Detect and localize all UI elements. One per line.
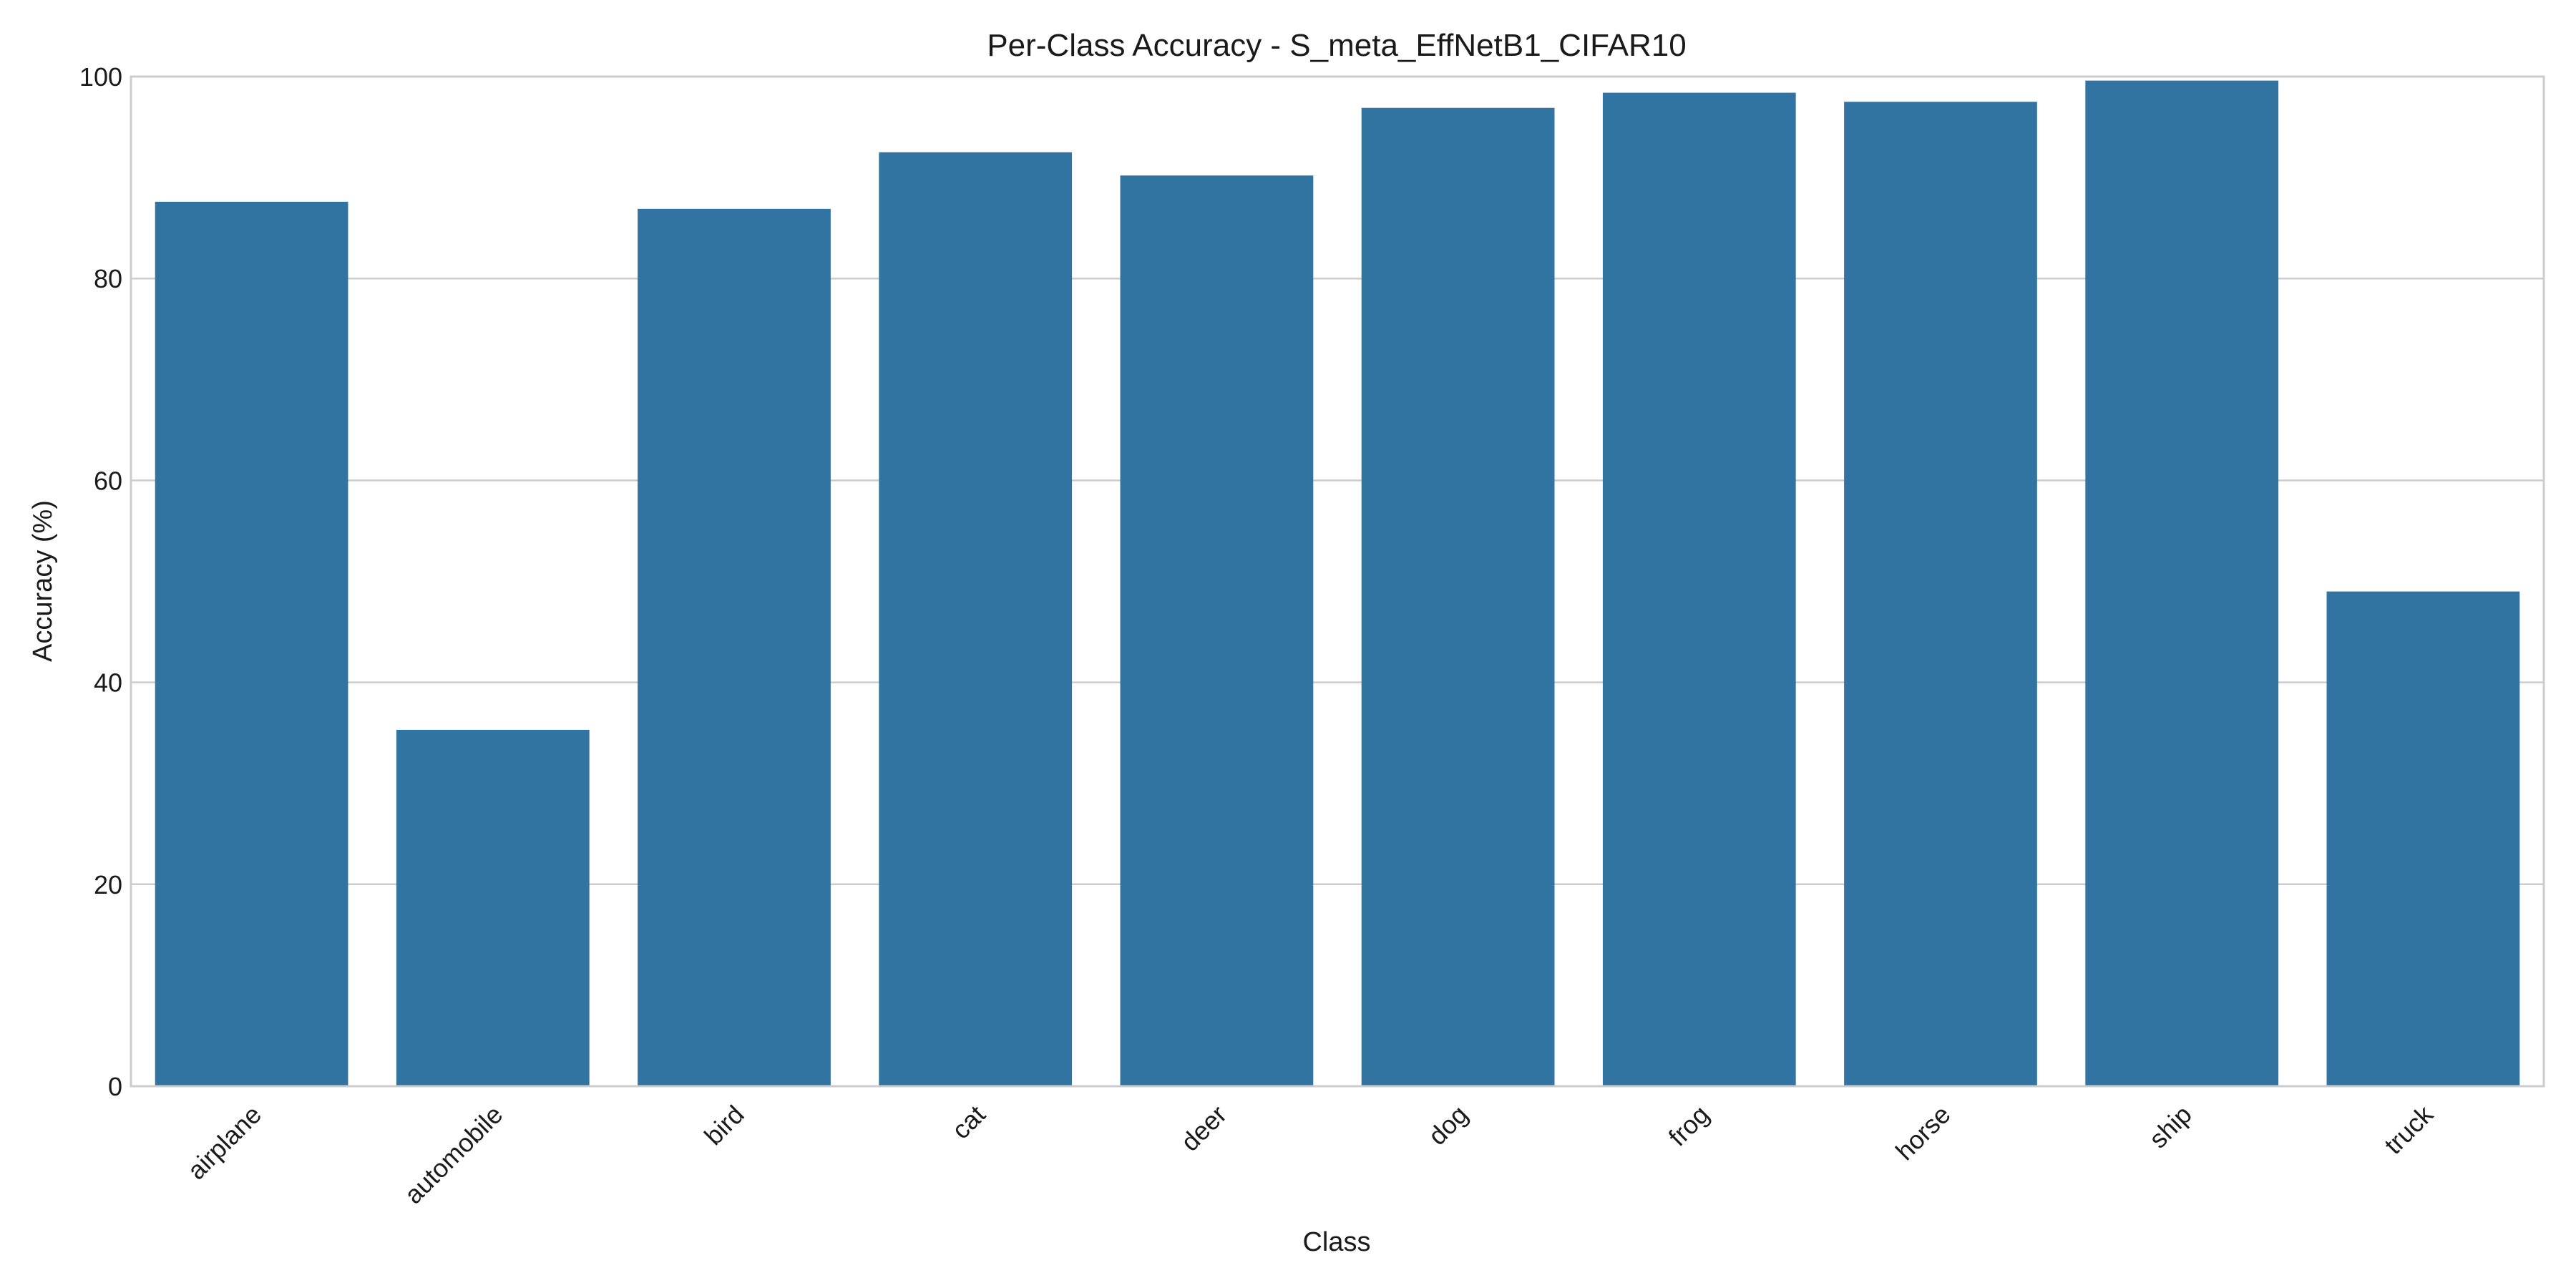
bar-bird <box>638 208 831 1086</box>
bar-deer <box>1120 175 1314 1087</box>
plot-frame <box>130 75 2545 1088</box>
x-axis-label: Class <box>1302 1227 1370 1257</box>
y-tick-label: 20 <box>94 870 122 899</box>
bars <box>155 80 2520 1087</box>
bar-horse <box>1844 102 2037 1086</box>
bar-automobile <box>396 729 590 1086</box>
y-tick-label: 40 <box>94 668 122 698</box>
chart-title: Per-Class Accuracy - S_meta_EffNetB1_CIF… <box>987 28 1686 63</box>
bar-frog <box>1602 92 1796 1086</box>
y-tick-label: 80 <box>94 264 122 293</box>
bar-airplane <box>155 201 348 1086</box>
bar-cat <box>879 152 1073 1087</box>
y-tick-label: 60 <box>94 466 122 495</box>
bar-dog <box>1361 107 1555 1087</box>
y-tick-label: 100 <box>79 62 122 92</box>
bar-truck <box>2326 591 2520 1086</box>
y-tick-labels: 0 20 40 60 80 100 <box>79 62 122 1101</box>
y-tick-label: 0 <box>108 1072 122 1101</box>
bar-ship <box>2085 80 2279 1086</box>
y-axis-label: Accuracy (%) <box>28 500 58 662</box>
